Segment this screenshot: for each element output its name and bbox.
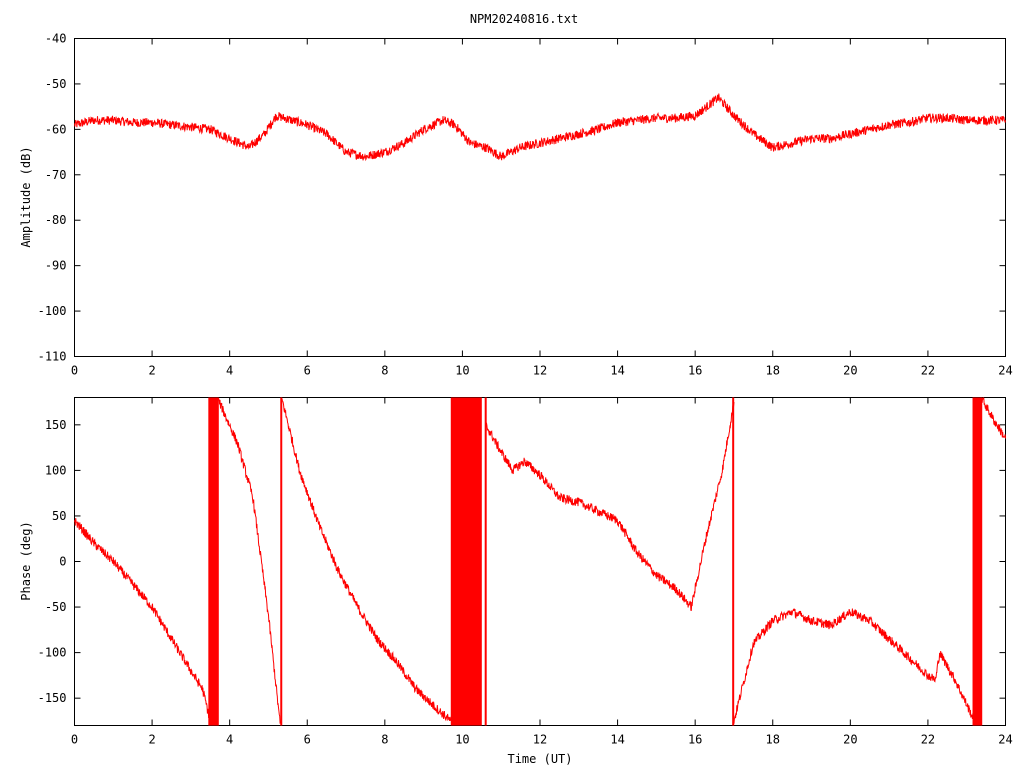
amplitude-x-tick-label: 16 xyxy=(688,364,702,378)
phase-wrap-block xyxy=(450,397,482,726)
amplitude-series-line xyxy=(74,93,1006,162)
amplitude-y-tick-label: -70 xyxy=(45,168,67,182)
amplitude-y-tick-label: -60 xyxy=(45,122,67,136)
phase-y-tick-label: 0 xyxy=(59,555,66,569)
amplitude-x-tick-label: 10 xyxy=(455,364,469,378)
phase-x-tick-label: 8 xyxy=(381,733,388,747)
amplitude-traces xyxy=(74,93,1006,162)
amplitude-x-tick-label: 20 xyxy=(843,364,857,378)
phase-series-segment xyxy=(981,397,1006,439)
amplitude-y-tick-label: -50 xyxy=(45,77,67,91)
phase-y-tick-label: 50 xyxy=(52,509,66,523)
phase-y-tick-label: 150 xyxy=(45,418,67,432)
phase-y-tick-label: -150 xyxy=(38,691,67,705)
phase-series-segment xyxy=(217,397,281,724)
phase-traces xyxy=(74,397,1006,726)
amplitude-x-tick-label: 4 xyxy=(226,364,233,378)
amplitude-y-label: Amplitude (dB) xyxy=(19,146,33,247)
phase-x-label: Time (UT) xyxy=(507,752,572,766)
amplitude-y-tick-label: -40 xyxy=(45,32,67,46)
phase-x-tick-label: 12 xyxy=(533,733,547,747)
phase-x-tick-label: 10 xyxy=(455,733,469,747)
phase-x-tick-label: 4 xyxy=(226,733,233,747)
amplitude-x-tick-label: 2 xyxy=(148,364,155,378)
amplitude-x-tick-label: 12 xyxy=(533,364,547,378)
amplitude-y-tick-label: -110 xyxy=(38,350,67,364)
amplitude-panel: 0 2 4 6 8 10 12 14 16 18 20 22 24-40-50-60-70-80-90-… xyxy=(19,32,1013,378)
phase-series-segment xyxy=(733,608,975,724)
phase-y-label: Phase (deg) xyxy=(19,521,33,600)
phase-series-segment xyxy=(690,402,735,611)
phase-x-tick-label: 14 xyxy=(610,733,624,747)
phase-x-tick-label: 2 xyxy=(148,733,155,747)
phase-panel: 0 2 4 6 8 10 12 14 16 18 20 22 24150100500-50-100-15… xyxy=(19,397,1013,766)
phase-x-tick-label: 24 xyxy=(998,733,1012,747)
phase-series-segment xyxy=(74,518,211,721)
phase-wrap-block xyxy=(972,397,983,726)
phase-x-tick-label: 16 xyxy=(688,733,702,747)
phase-x-tick-label: 6 xyxy=(304,733,311,747)
phase-y-tick-label: -50 xyxy=(45,600,67,614)
amplitude-y-tick-label: -80 xyxy=(45,213,67,227)
phase-y-tick-label: -100 xyxy=(38,646,67,660)
phase-y-tick-label: 100 xyxy=(45,463,67,477)
chart-title: NPM20240816.txt xyxy=(470,12,578,26)
amplitude-x-tick-label: 18 xyxy=(766,364,780,378)
phase-ticks: 0 2 4 6 8 10 12 14 16 18 20 22 24150100500-50-100-15… xyxy=(38,397,1013,747)
phase-x-tick-label: 22 xyxy=(921,733,935,747)
phase-series-segment xyxy=(485,421,692,611)
amplitude-x-tick-label: 0 xyxy=(71,364,78,378)
phase-series-segment xyxy=(281,398,452,722)
amplitude-x-tick-label: 24 xyxy=(998,364,1012,378)
amplitude-x-tick-label: 14 xyxy=(610,364,624,378)
amplitude-x-tick-label: 22 xyxy=(921,364,935,378)
amplitude-y-tick-label: -100 xyxy=(38,304,67,318)
phase-x-tick-label: 18 xyxy=(766,733,780,747)
phase-x-tick-label: 20 xyxy=(843,733,857,747)
amplitude-y-tick-label: -90 xyxy=(45,259,67,273)
amplitude-x-tick-label: 8 xyxy=(381,364,388,378)
phase-wrap-block xyxy=(208,397,219,726)
phase-x-tick-label: 0 xyxy=(71,733,78,747)
amplitude-x-tick-label: 6 xyxy=(304,364,311,378)
amplitude-ticks: 0 2 4 6 8 10 12 14 16 18 20 22 24-40-50-60-70-80-90-… xyxy=(38,32,1013,378)
